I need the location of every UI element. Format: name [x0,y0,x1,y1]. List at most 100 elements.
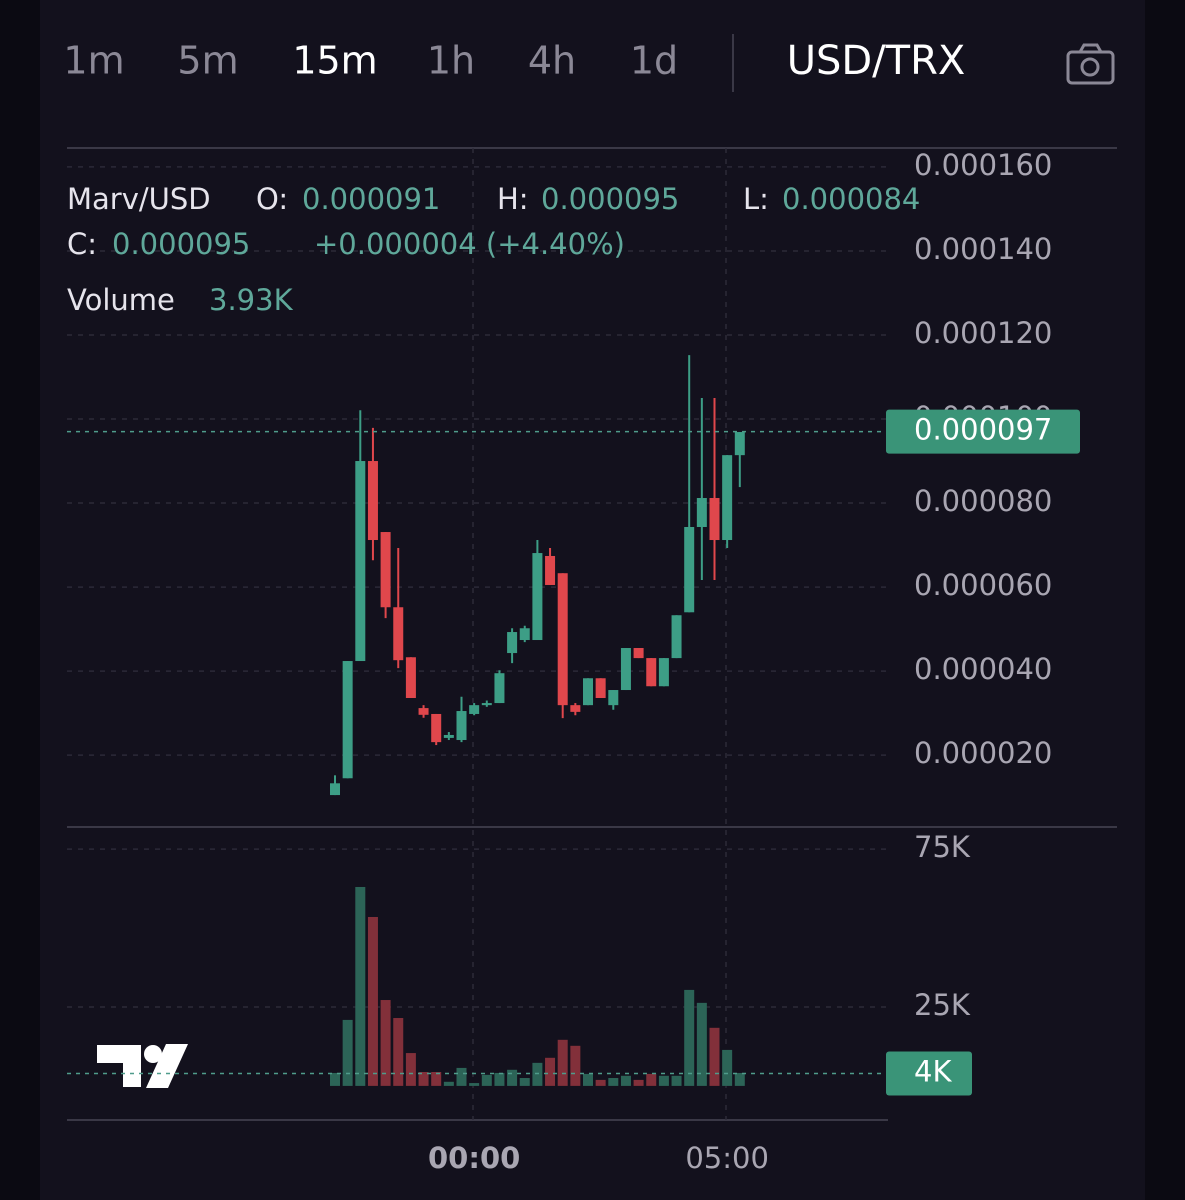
candle-body [671,615,682,659]
volume-bar [431,1072,442,1086]
y-tick-label: 0.000040 [914,652,1052,686]
candle-body [734,432,745,456]
candle-body [431,713,442,743]
candle-body [595,678,606,699]
camera-top [1078,43,1103,53]
y-tick-label: 0.000140 [914,232,1052,266]
y-tick-label: 0.000120 [914,316,1052,350]
volume-bar [646,1073,657,1086]
volume-label: Volume [67,283,175,317]
volume-bar [722,1049,733,1086]
volume-bar [494,1072,505,1086]
timeframe-button[interactable]: 1d [630,39,678,83]
x-tick-label: 00:00 [428,1141,520,1175]
marks [330,355,745,1086]
panel [40,0,1145,1200]
pair-toggle[interactable]: USD/TRX [787,38,966,84]
camera-button[interactable] [1066,43,1115,85]
low-value: 0.000084 [782,182,920,216]
volume-bar [330,1072,340,1086]
timeframe-button[interactable]: 4h [528,39,576,83]
y-tick-label: 0.000080 [914,484,1052,518]
volume-bar [734,1072,745,1086]
candle-body [481,703,492,706]
close-label: C: [67,227,97,261]
volume-bar [507,1069,518,1086]
camera-body [1066,50,1115,85]
volume-bar [684,989,695,1086]
candle-body [570,705,581,712]
volume-bar [367,916,378,1086]
last-volume-badge [886,1051,972,1096]
timeframe-button[interactable]: 1m [63,39,124,83]
candle-body [393,607,404,661]
volume-bar [342,1019,353,1086]
volume-bar [355,886,366,1086]
low-label: L: [743,182,769,216]
last-price-badge [886,409,1080,454]
candle-body [355,461,366,662]
logo-part [144,1045,162,1063]
candle-body [532,553,543,641]
timeframe-button[interactable]: 1h [427,39,475,83]
volume-bar [443,1081,454,1086]
change-value: +0.000004 (+4.40%) [314,227,625,261]
candle-body [658,658,669,687]
volume-value: 3.93K [209,283,294,317]
candle-body [709,498,720,541]
volume-bar [469,1083,480,1086]
volume-bar [595,1079,606,1086]
symbol: Marv/USD [67,182,211,216]
volume-bar [557,1039,568,1086]
candle-body [405,657,416,699]
volume-bar [633,1079,644,1086]
high-label: H: [497,182,529,216]
open-label: O: [256,182,288,216]
candle-body [330,783,340,796]
volume-bar [456,1067,467,1086]
candle-body [342,661,353,779]
y-tick-label: 0.000020 [914,736,1052,770]
candle-body [608,690,619,706]
candle-body [507,632,518,654]
volume-bar [671,1075,682,1086]
volume-bar [393,1018,404,1086]
logo-part [95,1043,143,1089]
volume-bar [405,1053,416,1086]
volume-bar [570,1045,581,1086]
last-volume-label: 4K [914,1054,952,1088]
candle-body [722,455,733,541]
candle-body [646,658,657,687]
volume-bar [608,1078,619,1086]
volume-tick-label: 75K [914,830,971,864]
candle-body [620,648,631,691]
volume-bar [532,1062,543,1086]
volume-bar [418,1072,429,1086]
candle-body [557,573,568,706]
candle-body [456,711,467,741]
candle-body [684,526,695,613]
volume-tick-label: 25K [914,988,971,1022]
candle-body [380,532,391,608]
open-value: 0.000091 [302,182,440,216]
candle-body [443,734,454,738]
volume-bar [380,1000,391,1086]
volume-bar [583,1073,593,1086]
timeframe-button[interactable]: 15m [292,39,377,83]
volume-bar [709,1027,720,1086]
timeframe-button[interactable]: 5m [177,39,238,83]
grid [67,148,888,1120]
candle-body [519,628,530,641]
logo-part [146,1044,188,1088]
y-tick-label: 0.000160 [914,148,1052,182]
volume-bar [696,1002,707,1086]
y-tick-label: 0.000060 [914,568,1052,602]
candle-body [418,708,429,715]
high-value: 0.000095 [541,182,679,216]
close-value: 0.000095 [112,227,250,261]
volume-bar [481,1074,492,1086]
last-price-label: 0.000097 [914,413,1052,447]
candle-body [469,705,480,714]
candle-body [367,461,378,541]
